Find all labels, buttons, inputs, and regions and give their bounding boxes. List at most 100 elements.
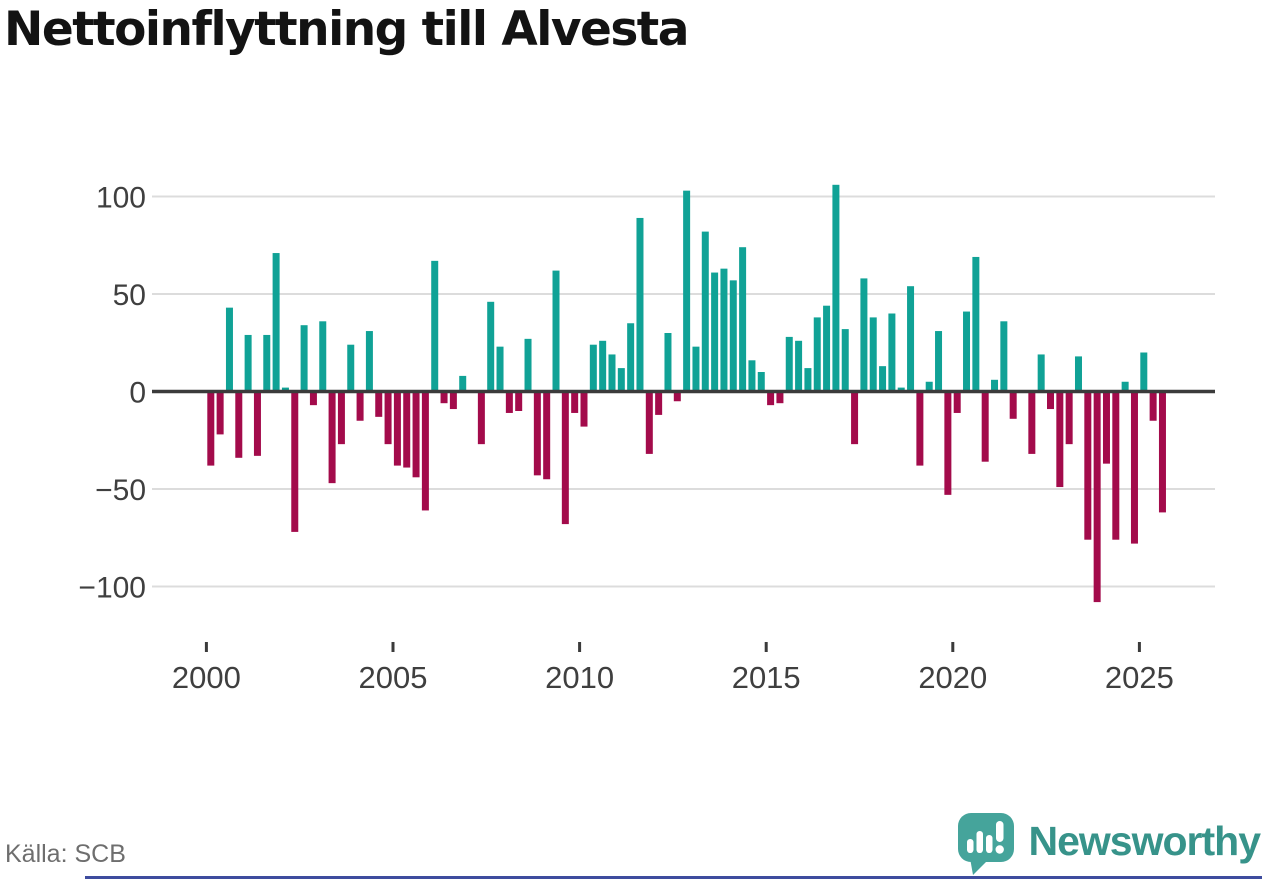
y-axis-label: 0 <box>129 377 146 410</box>
bar-quarter-49 <box>664 333 672 392</box>
bar-quarter-67 <box>832 184 840 392</box>
bar-quarter-25 <box>440 391 448 404</box>
bar-quarter-95 <box>1093 391 1101 603</box>
bar-quarter-21 <box>403 391 411 468</box>
bar-quarter-101 <box>1149 391 1157 421</box>
bar-quarter-59 <box>757 372 765 392</box>
bar-quarter-102 <box>1158 391 1166 513</box>
bar-quarter-22 <box>412 391 420 478</box>
bar-quarter-32 <box>505 391 513 413</box>
bar-quarter-78 <box>935 331 943 392</box>
bar-quarter-29 <box>477 391 485 445</box>
bar-quarter-45 <box>627 323 635 392</box>
bar-quarter-94 <box>1084 391 1092 540</box>
bar-quarter-0 <box>207 391 215 466</box>
bar-quarter-11 <box>309 391 317 406</box>
bar-quarter-15 <box>347 344 355 392</box>
bar-quarter-18 <box>375 391 383 417</box>
bar-quarter-54 <box>711 272 719 392</box>
bar-quarter-16 <box>356 391 364 421</box>
bar-quarter-47 <box>645 391 653 454</box>
bar-quarter-17 <box>365 331 373 392</box>
bar-quarter-80 <box>953 391 961 413</box>
bar-quarter-64 <box>804 368 812 392</box>
x-axis-label: 2025 <box>1105 660 1174 695</box>
bar-quarter-26 <box>449 391 457 410</box>
bar-quarter-70 <box>860 278 868 392</box>
bar-quarter-74 <box>897 387 905 392</box>
bar-quarter-34 <box>524 338 532 392</box>
bar-quarter-43 <box>608 354 616 392</box>
bar-quarter-9 <box>291 391 299 532</box>
page-title: Nettoinflyttning till Alvesta <box>4 2 690 57</box>
bar-quarter-14 <box>337 391 345 445</box>
bar-quarter-2 <box>225 307 233 392</box>
bar-quarter-5 <box>253 391 261 456</box>
bar-quarter-24 <box>431 260 439 392</box>
brand-logo: Newsworthy <box>957 812 1261 876</box>
bar-quarter-30 <box>487 301 495 392</box>
bar-quarter-20 <box>393 391 401 466</box>
y-axis-label: −50 <box>95 474 146 507</box>
bar-quarter-52 <box>692 346 700 392</box>
bar-quarter-77 <box>925 381 933 392</box>
bar-quarter-19 <box>384 391 392 445</box>
bar-quarter-66 <box>823 305 831 392</box>
bar-quarter-41 <box>589 344 597 392</box>
bar-quarter-92 <box>1065 391 1073 445</box>
bar-quarter-91 <box>1056 391 1064 488</box>
bar-quarter-38 <box>561 391 569 525</box>
bar-quarter-73 <box>888 313 896 392</box>
bar-quarter-42 <box>599 340 607 392</box>
bar-quarter-53 <box>701 231 709 392</box>
bar-quarter-48 <box>655 391 663 415</box>
bar-quarter-86 <box>1009 391 1017 419</box>
x-axis-label: 2000 <box>172 660 241 695</box>
bar-quarter-89 <box>1037 354 1045 392</box>
bar-quarter-83 <box>981 391 989 462</box>
bar-quarter-88 <box>1028 391 1036 454</box>
bar-quarter-40 <box>580 391 588 427</box>
bar-quarter-63 <box>795 340 803 392</box>
bar-quarter-56 <box>729 280 737 392</box>
bar-quarter-79 <box>944 391 952 495</box>
bar-quarter-4 <box>244 334 252 392</box>
y-axis-label: −100 <box>78 572 146 605</box>
bar-quarter-85 <box>1000 321 1008 392</box>
bar-quarter-76 <box>916 391 924 466</box>
bar-quarter-97 <box>1112 391 1120 540</box>
bar-quarter-6 <box>263 334 271 392</box>
x-axis-label: 2020 <box>918 660 987 695</box>
bar-quarter-72 <box>879 366 887 392</box>
bar-quarter-12 <box>319 321 327 392</box>
y-axis-label: 50 <box>113 279 146 312</box>
bar-quarter-84 <box>991 379 999 392</box>
bar-quarter-3 <box>235 391 243 458</box>
accent-strip <box>85 876 1262 879</box>
bar-quarter-8 <box>281 387 289 392</box>
x-axis-label: 2010 <box>545 660 614 695</box>
bar-quarter-82 <box>972 256 980 392</box>
bar-quarter-7 <box>272 253 280 392</box>
brand-wordmark: Newsworthy <box>1028 817 1261 864</box>
bar-quarter-51 <box>683 190 691 392</box>
bar-quarter-31 <box>496 346 504 392</box>
bar-quarter-23 <box>421 391 429 511</box>
bar-quarter-100 <box>1140 352 1148 392</box>
bar-quarter-27 <box>459 375 467 392</box>
bar-quarter-37 <box>552 270 560 392</box>
bar-quarter-33 <box>515 391 523 411</box>
bar-quarter-93 <box>1074 356 1082 392</box>
y-axis-label: 100 <box>96 182 146 215</box>
bar-quarter-36 <box>543 391 551 480</box>
bar-quarter-90 <box>1047 391 1054 410</box>
bar-quarter-13 <box>328 391 336 484</box>
bar-quarter-71 <box>869 317 877 392</box>
newsworthy-bubble-icon <box>957 813 1014 875</box>
bar-quarter-96 <box>1102 391 1110 464</box>
bar-quarter-10 <box>300 325 308 392</box>
bar-quarter-44 <box>617 368 625 392</box>
bar-quarter-55 <box>720 268 728 392</box>
